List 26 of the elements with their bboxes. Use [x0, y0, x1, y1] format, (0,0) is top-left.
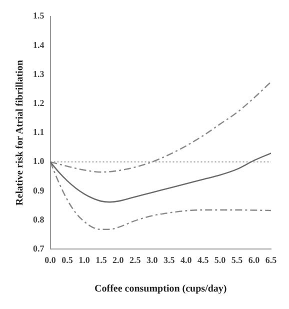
x-tick-label: 0.0: [44, 254, 56, 265]
x-tick-label: 5.0: [214, 254, 226, 265]
x-tick-label: 4.0: [180, 254, 192, 265]
y-tick-label: 0.7: [33, 244, 45, 254]
x-tick-label: 0.5: [62, 254, 74, 265]
y-tick-label: 1.0: [33, 156, 45, 166]
y-tick-label: 0.8: [33, 214, 45, 224]
x-tick-label: 6.5: [265, 254, 278, 265]
x-tick-label: 6.0: [248, 254, 260, 265]
x-tick-label: 2.5: [130, 254, 142, 265]
y-axis-title: Relative risk for Atrial fibrillation: [14, 60, 26, 206]
y-tick-label: 1.3: [33, 68, 45, 79]
x-axis-title: Coffee consumption (cups/day): [94, 284, 227, 295]
x-tick-label: 5.5: [231, 254, 244, 265]
x-tick-label: 1.5: [96, 254, 108, 265]
y-tick-label: 1.5: [33, 10, 45, 21]
y-tick-label: 0.9: [33, 185, 45, 196]
x-tick-label: 3.5: [163, 254, 176, 265]
y-tick-label: 1.2: [33, 98, 45, 108]
x-tick-label: 3.0: [146, 254, 158, 265]
line-series: [50, 152, 271, 203]
x-tick-label: 2.0: [112, 254, 124, 265]
x-tick-label: 4.5: [197, 254, 210, 265]
y-tick-label: 1.1: [33, 127, 45, 138]
y-tick-label: 1.4: [33, 40, 45, 50]
x-tick-label: 1.0: [78, 254, 90, 265]
